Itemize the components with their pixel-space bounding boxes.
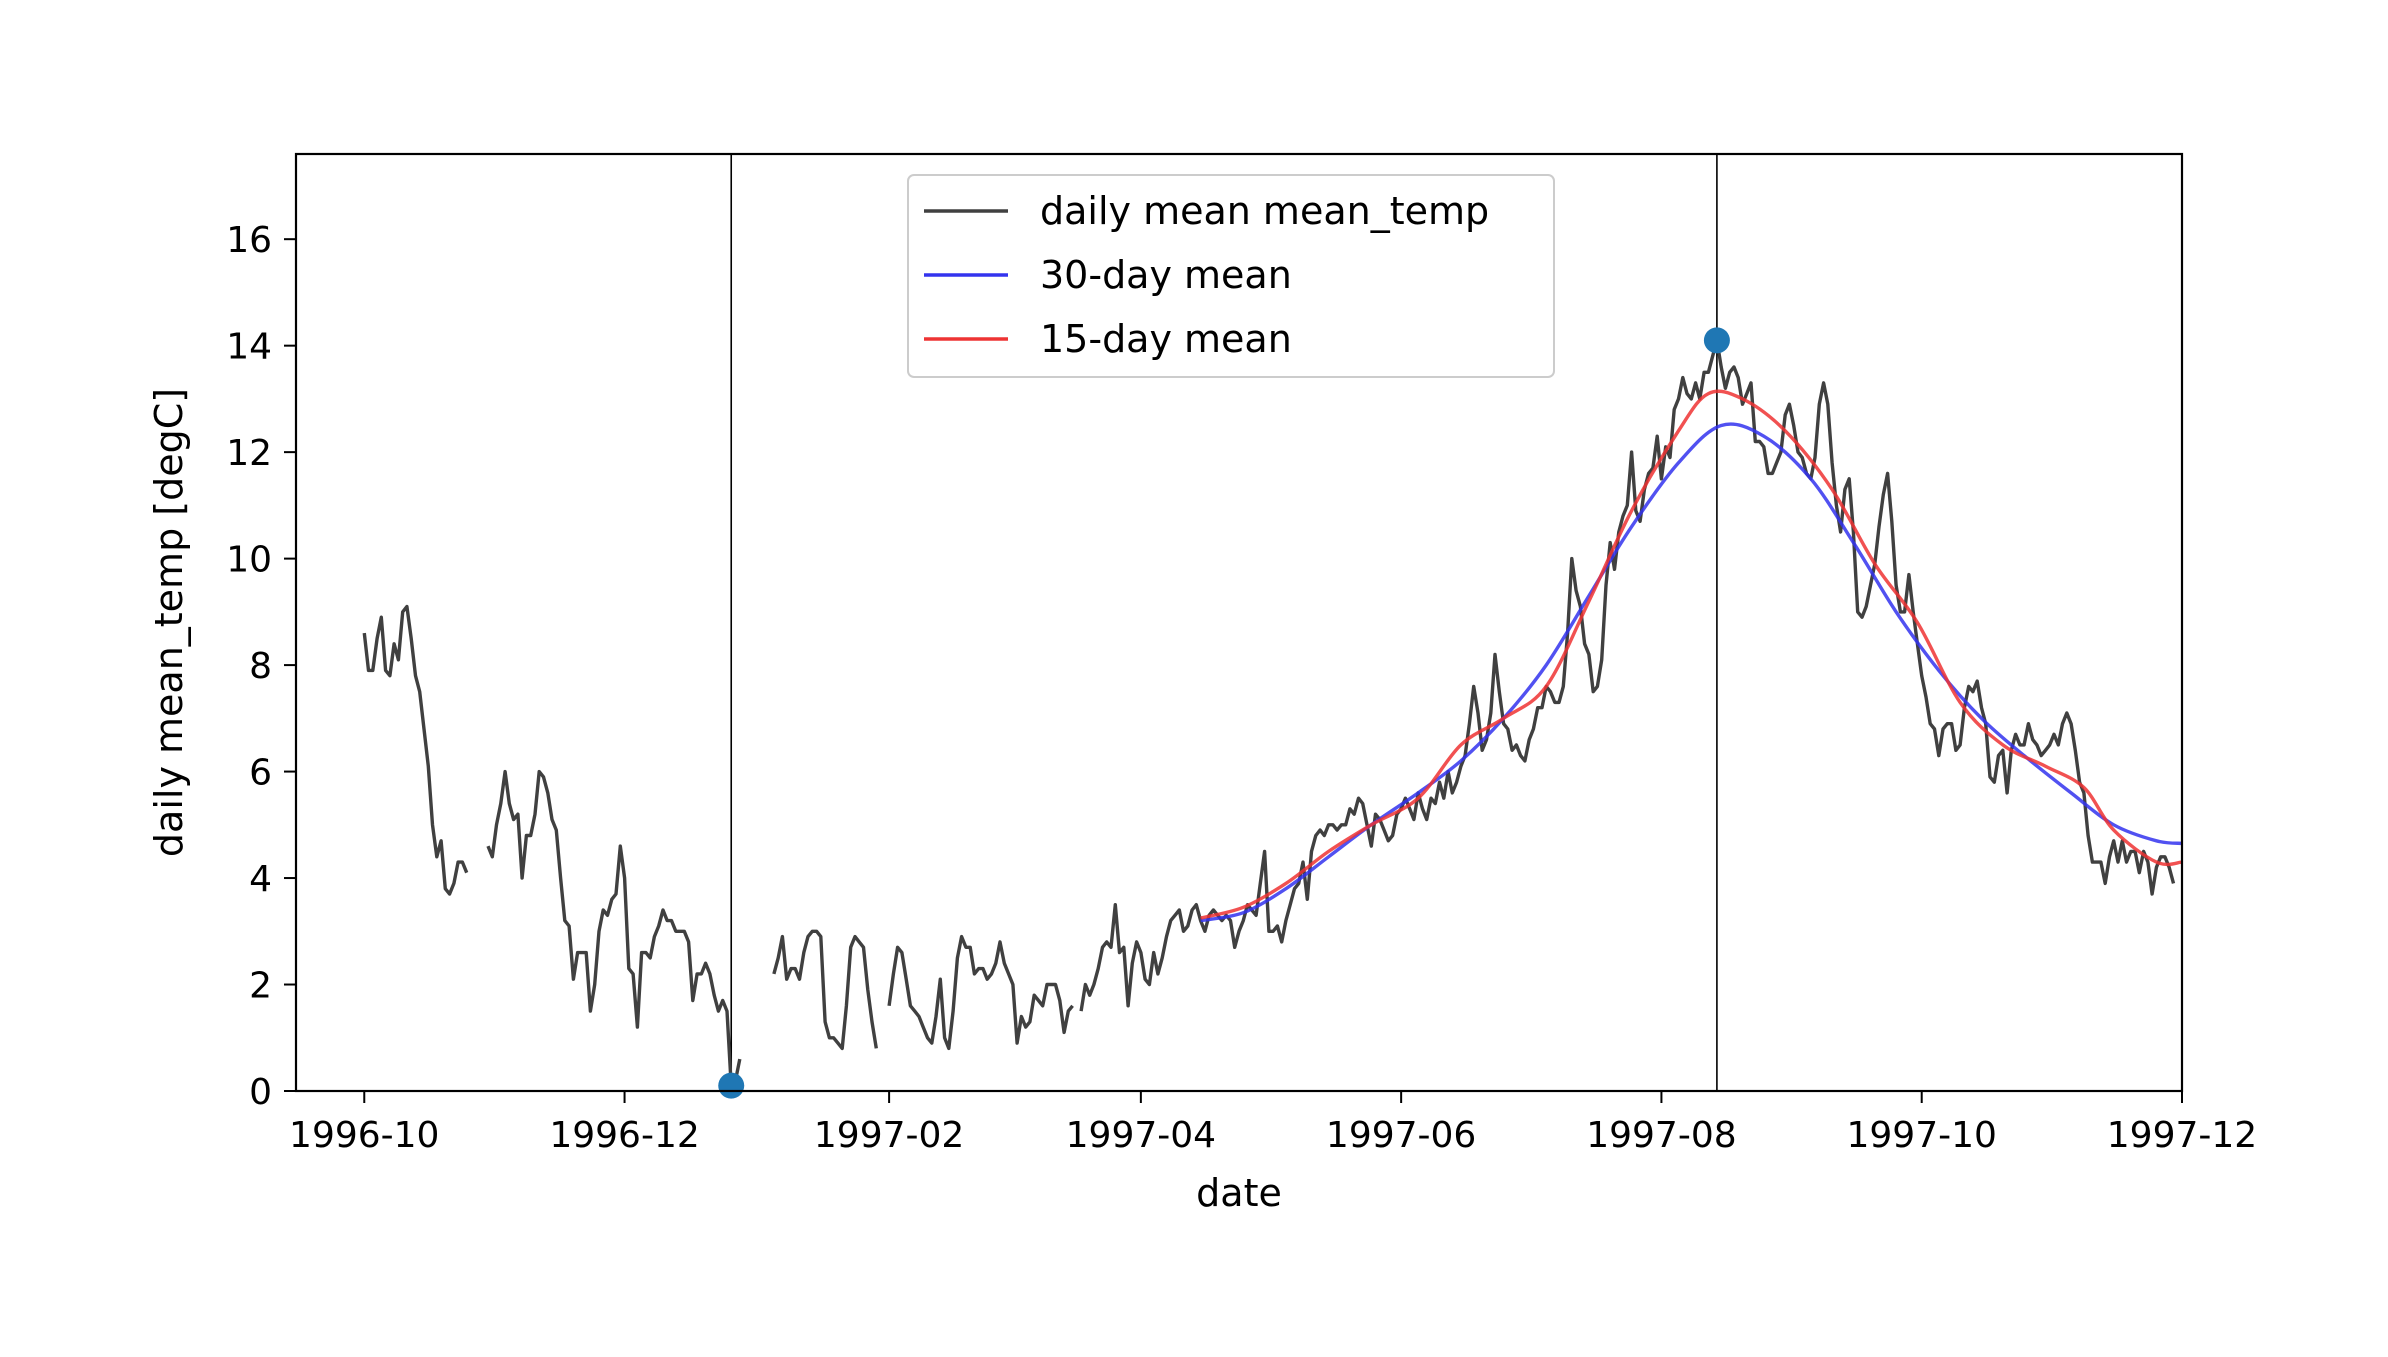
y-tick-label: 6 [249,753,272,794]
y-tick-label: 8 [249,646,272,687]
marker-point-1 [718,1072,745,1099]
x-tick-label: 1996-12 [549,1115,699,1156]
legend-entry-label: 15-day mean [1040,317,1292,361]
x-tick-label: 1997-08 [1586,1115,1736,1156]
series-daily-mean-segment-2 [486,769,742,1088]
x-tick-label: 1997-12 [2107,1115,2257,1156]
x-axis-label: date [1196,1171,1282,1215]
legend-entry-label: 30-day mean [1040,253,1292,297]
series-daily-mean-segment-4 [887,934,1074,1051]
x-tick-label: 1997-04 [1066,1115,1216,1156]
y-tick-label: 4 [249,859,272,900]
y-tick-label: 14 [226,327,272,368]
y-tick-label: 0 [249,1072,272,1113]
marker-point-2 [1703,327,1730,354]
y-tick-label: 12 [226,433,272,474]
series-daily-mean-segment-3 [772,929,878,1051]
legend-entry-label: daily mean mean_temp [1040,189,1489,233]
x-tick-label: 1997-10 [1847,1115,1997,1156]
x-tick-label: 1996-10 [289,1115,439,1156]
x-tick-label: 1997-02 [814,1115,964,1156]
y-axis-label: daily mean_temp [degC] [147,388,191,857]
y-tick-label: 2 [249,966,272,1007]
plot-frame [294,152,2184,1093]
series-15-day-mean-line [1200,389,2182,920]
series-daily-mean-segment-1 [362,604,469,896]
x-tick-label: 1997-06 [1326,1115,1476,1156]
y-tick-label: 16 [226,220,272,261]
y-tick-label: 10 [226,540,272,581]
series-daily-mean-segment-5 [1079,338,2176,1012]
legend-box [907,174,1555,378]
